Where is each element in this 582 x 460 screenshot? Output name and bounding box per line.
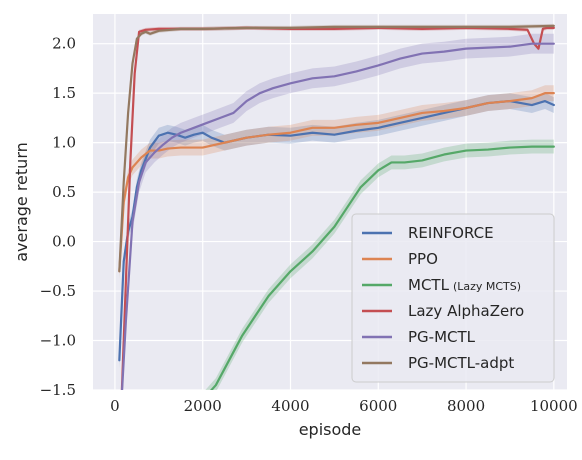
series-line-mctl: [210, 145, 555, 390]
tick-labels: 0 2000 4000 6000 8000 10000 −1.5 −1.0 −0.5 0.0 0.5…: [40, 35, 578, 415]
legend-label-pg-mctl-adpt: PG-MCTL-adpt: [408, 354, 514, 372]
series-line-pg-mctl-adpt: [118, 24, 555, 273]
series-lines: [118, 24, 555, 390]
legend-label-reinforce: REINFORCE: [408, 224, 494, 242]
y-axis-label: average return: [12, 142, 31, 262]
y-tick-label: 1.5: [52, 84, 76, 102]
series-line-lazy-alphazero: [120, 26, 555, 390]
x-tick-label: 2000: [184, 397, 222, 415]
x-tick-label: 10000: [530, 397, 578, 415]
series-line-pg-mctl: [120, 42, 555, 390]
y-tick-label: 0.5: [52, 183, 76, 201]
x-tick-label: 8000: [447, 397, 485, 415]
y-tick-label: 1.0: [52, 134, 76, 152]
x-tick-label: 4000: [271, 397, 309, 415]
y-tick-label: −0.5: [40, 282, 76, 300]
y-tick-label: −1.0: [40, 332, 76, 350]
legend-label-lazy-alphazero: Lazy AlphaZero: [408, 302, 524, 320]
x-tick-label: 6000: [359, 397, 397, 415]
legend: REINFORCE PPO MCTL (Lazy MCTS) Lazy AlphaZer…: [351, 213, 555, 383]
band-pg-mctl: [121, 33, 554, 390]
legend-label-ppo: PPO: [408, 250, 438, 268]
legend-frame: [351, 213, 555, 383]
legend-label-mctl: MCTL (Lazy MCTS): [408, 276, 521, 294]
x-axis-label: episode: [299, 420, 362, 439]
y-tick-label: −1.5: [40, 381, 76, 399]
y-tick-label: 2.0: [52, 35, 76, 53]
band-ppo: [119, 85, 554, 280]
legend-label-pg-mctl: PG-MCTL: [408, 328, 476, 346]
series-line-ppo: [118, 92, 555, 273]
confidence-bands: [119, 23, 554, 390]
x-tick-label: 0: [110, 397, 120, 415]
y-tick-label: 0.0: [52, 233, 76, 251]
